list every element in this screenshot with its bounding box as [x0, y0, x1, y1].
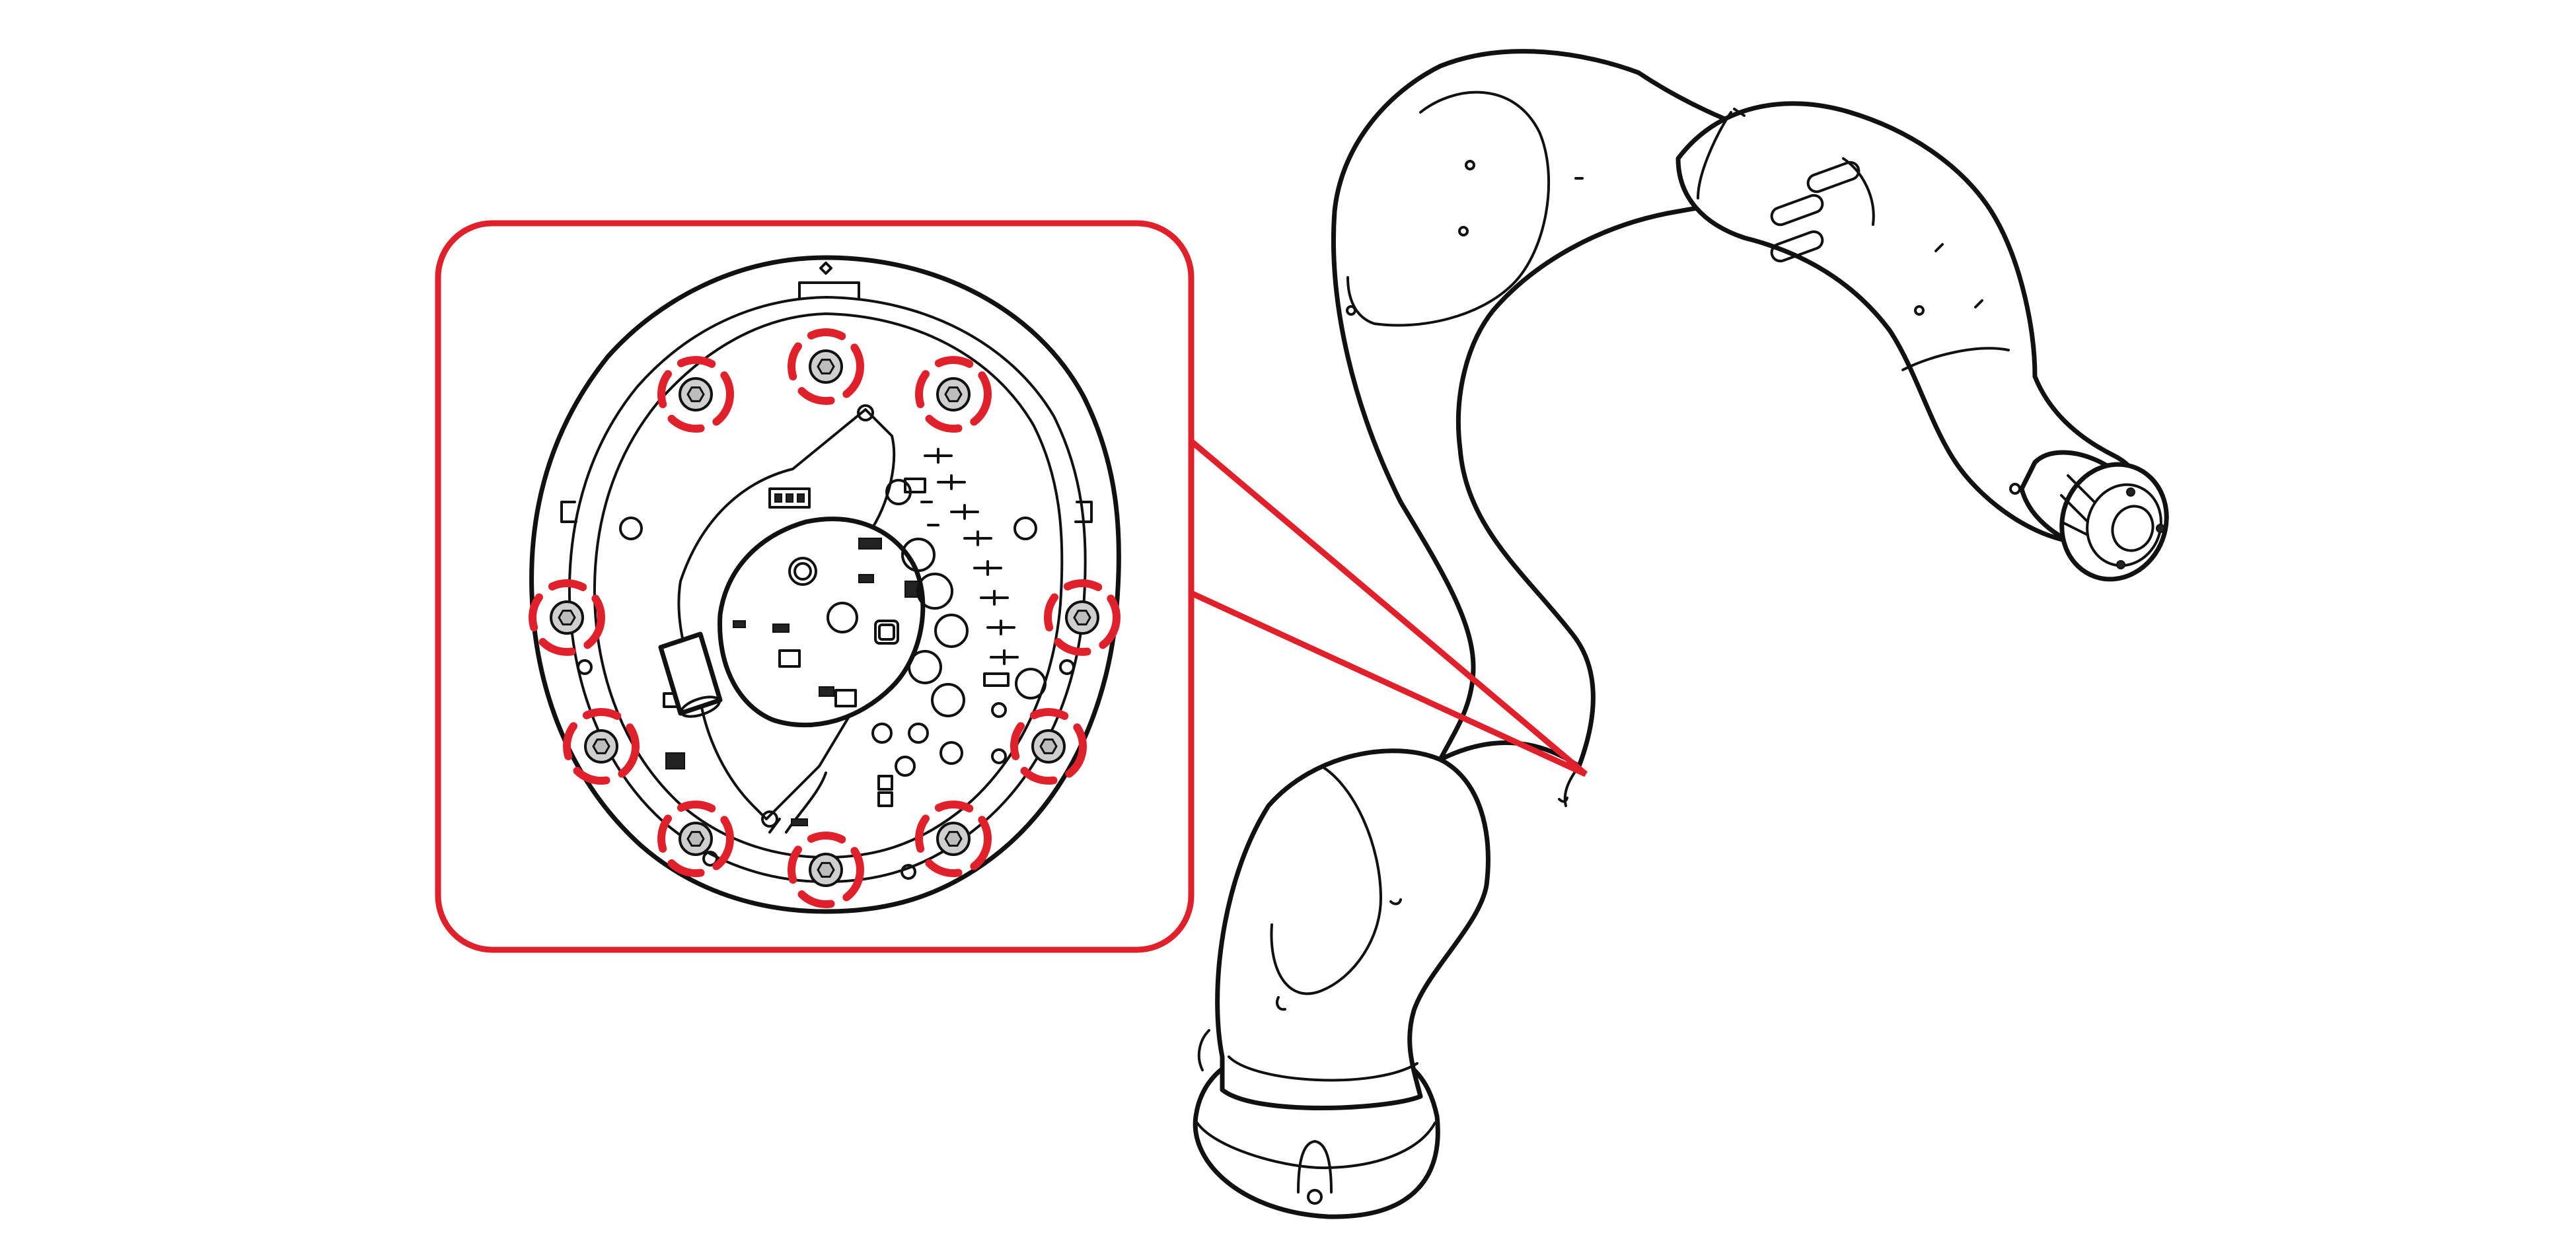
highlight-ring [1044, 579, 1121, 656]
highlight-ring [529, 579, 605, 656]
hex-socket-icon [944, 831, 963, 847]
screw-marker [915, 801, 992, 877]
screw-marker [788, 328, 864, 405]
screw-marker [1010, 708, 1087, 785]
highlight-ring [915, 356, 992, 433]
highlight-ring [563, 708, 640, 785]
screw-marker [657, 356, 734, 433]
hex-socket-icon [686, 386, 705, 402]
hex-socket-icon [592, 738, 610, 754]
highlight-ring [1010, 708, 1087, 785]
hex-socket-icon [944, 386, 963, 402]
highlight-ring [657, 801, 734, 877]
hex-socket-icon [686, 831, 705, 847]
hex-socket-icon [1039, 738, 1058, 754]
smd-components [920, 448, 1019, 665]
hex-socket-icon [1073, 610, 1091, 625]
screw-marker [657, 801, 734, 877]
highlighted-screws [529, 328, 1121, 908]
screw-marker [563, 708, 640, 785]
hex-socket-icon [817, 862, 835, 878]
screw-marker [1044, 579, 1121, 656]
screw-marker [529, 579, 605, 656]
highlight-ring [657, 356, 734, 433]
screw-marker [915, 356, 992, 433]
arm-lower-link [1215, 748, 1490, 1110]
highlight-ring [788, 328, 864, 405]
arm-wrist-flange [2009, 450, 2169, 582]
highlight-ring [915, 801, 992, 877]
hex-socket-icon [558, 610, 576, 625]
callout-pointer [1189, 439, 1588, 777]
screw-marker [788, 832, 864, 908]
robot-arm [1193, 49, 2169, 1219]
circuit-board [663, 487, 926, 769]
highlight-ring [788, 832, 864, 908]
hex-socket-icon [817, 359, 835, 375]
